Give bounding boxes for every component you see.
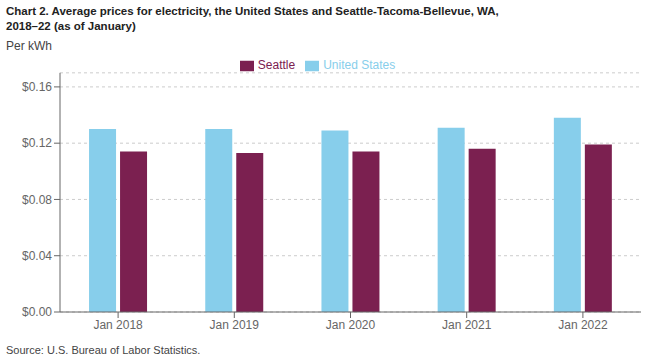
- svg-text:Jan 2021: Jan 2021: [442, 318, 492, 332]
- svg-text:Jan 2019: Jan 2019: [210, 318, 260, 332]
- svg-text:$0.04: $0.04: [22, 249, 52, 263]
- svg-text:$0.12: $0.12: [22, 136, 52, 150]
- svg-text:$0.08: $0.08: [22, 193, 52, 207]
- svg-text:Jan 2018: Jan 2018: [93, 318, 143, 332]
- svg-text:Jan 2020: Jan 2020: [326, 318, 376, 332]
- html-text:2018–22 (as of January): 2018–22 (as of January): [6, 20, 136, 32]
- html-text:Source: U.S. Bureau of Labor S: Source: U.S. Bureau of Labor Statistics.: [6, 344, 201, 356]
- html-text:United States: United States: [323, 58, 396, 72]
- svg-text:$0.16: $0.16: [22, 80, 52, 94]
- html-text:Chart 2. Average prices for el: Chart 2. Average prices for electricity,…: [6, 5, 499, 17]
- html-text:Seattle: Seattle: [257, 58, 296, 72]
- svg-text:$0.00: $0.00: [22, 305, 52, 319]
- svg-text:Jan 2022: Jan 2022: [558, 318, 608, 332]
- html-text:Per kWh: Per kWh: [6, 39, 52, 53]
